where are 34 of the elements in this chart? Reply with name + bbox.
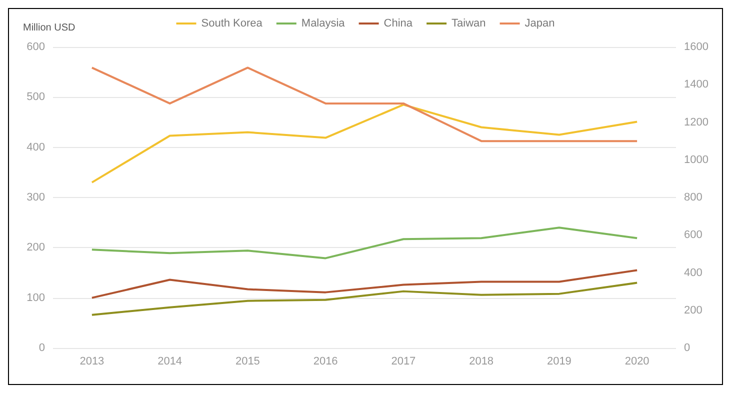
- x-tick-label: 2013: [80, 356, 104, 368]
- y2-tick-label: 400: [684, 266, 702, 279]
- x-tick-label: 2019: [546, 356, 572, 368]
- y2-tick-label: 1600: [684, 41, 708, 53]
- x-tick-label: 2014: [158, 356, 182, 368]
- y-tick-label: 600: [26, 41, 45, 53]
- legend-label: Japan: [524, 18, 555, 30]
- legend-label: South Korea: [201, 18, 264, 30]
- y-tick-label: 0: [38, 342, 45, 354]
- y-axis-title: Million USD: [23, 22, 76, 34]
- legend-label: China: [384, 18, 414, 30]
- x-tick-label: 2016: [313, 356, 338, 368]
- line-series: [90, 269, 638, 299]
- y-tick-label: 300: [26, 192, 45, 204]
- legend-label: Taiwan: [452, 18, 486, 30]
- line-series: [90, 226, 638, 260]
- x-tick-label: 2020: [624, 356, 650, 368]
- y2-tick-label: 600: [684, 229, 702, 242]
- y2-tick-label: 1200: [684, 116, 708, 128]
- legend-label: Malaysia: [301, 18, 346, 30]
- x-tick-label: 2015: [235, 356, 260, 368]
- y-tick-label: 200: [26, 242, 45, 254]
- y2-tick-label: 800: [684, 192, 702, 204]
- y2-tick-label: 0: [684, 342, 690, 354]
- line-series: [90, 282, 638, 316]
- x-tick-label: 2018: [469, 356, 494, 368]
- y-tick-label: 400: [26, 141, 45, 154]
- y2-tick-label: 1400: [684, 78, 708, 91]
- y2-tick-label: 1000: [684, 154, 708, 166]
- y2-tick-label: 200: [684, 304, 702, 316]
- line-series: [90, 104, 638, 184]
- y-tick-label: 500: [26, 91, 45, 104]
- x-tick-label: 2017: [391, 356, 416, 368]
- y-tick-label: 100: [26, 292, 45, 304]
